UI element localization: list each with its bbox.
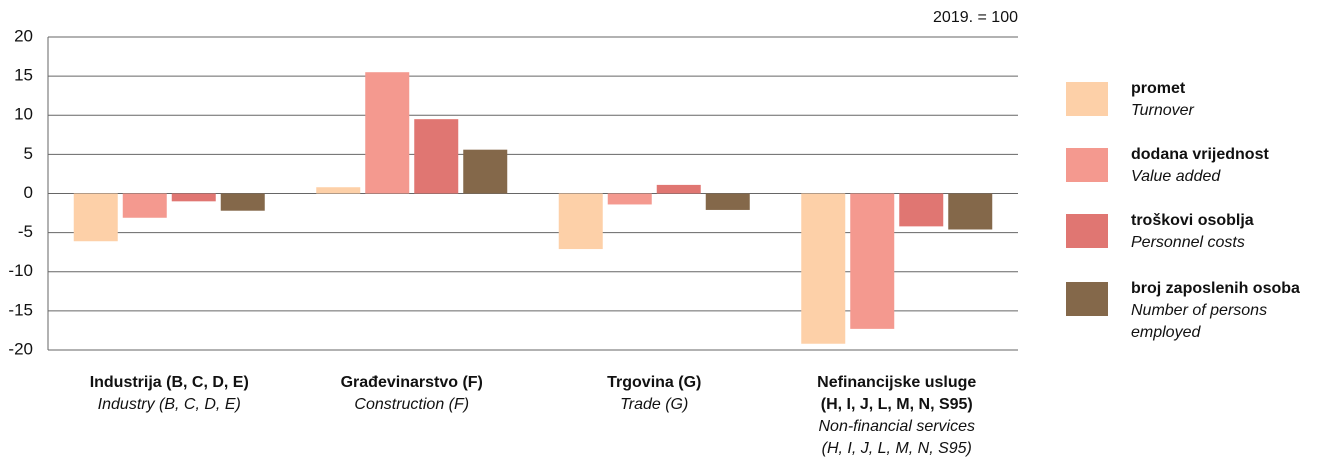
x-tick-label: Industrija (B, C, D, E) — [90, 374, 249, 391]
y-tick-label: 15 — [14, 66, 33, 85]
bar — [365, 72, 410, 194]
x-tick-label-en: Trade (G) — [620, 396, 688, 413]
y-tick-label: -20 — [8, 339, 33, 358]
legend-text: promet Turnover — [1131, 78, 1321, 122]
x-tick-label-en: Industry (B, C, D, E) — [98, 396, 241, 413]
y-tick-label: 5 — [24, 144, 33, 163]
bar — [73, 193, 118, 242]
legend-label: broj zaposlenih osoba — [1131, 280, 1300, 297]
bar — [656, 184, 701, 194]
x-tick-label-en: Non-financial services — [818, 418, 975, 435]
y-tick-label: -5 — [18, 222, 33, 241]
annotation: 2019. = 100 — [933, 9, 1018, 26]
x-tick-label-en: (H, I, J, L, M, N, S95) — [822, 440, 972, 457]
legend-item: promet Turnover — [1066, 80, 1316, 142]
x-tick-label: Građevinarstvo (F) — [341, 374, 483, 391]
bar — [463, 149, 508, 194]
legend-item: broj zaposlenih osoba Number of persons e… — [1066, 280, 1316, 342]
bar — [850, 193, 895, 329]
legend-swatch — [1066, 82, 1108, 116]
legend-text: troškovi osoblja Personnel costs — [1131, 210, 1321, 254]
legend-label-en: Value added — [1131, 168, 1221, 185]
legend-swatch — [1066, 214, 1108, 248]
legend-label-en: Number of persons employed — [1131, 302, 1268, 341]
legend-item: troškovi osoblja Personnel costs — [1066, 212, 1316, 274]
x-tick-label: Trgovina (G) — [607, 374, 701, 391]
legend-label: dodana vrijednost — [1131, 146, 1269, 163]
legend-label-en: Personnel costs — [1131, 234, 1245, 251]
legend-label: troškovi osoblja — [1131, 212, 1254, 229]
legend-item: dodana vrijednost Value added — [1066, 146, 1316, 208]
bar — [220, 193, 265, 211]
bar — [607, 193, 652, 205]
legend-swatch — [1066, 148, 1108, 182]
y-tick-label: 20 — [14, 26, 33, 45]
bar — [899, 193, 944, 227]
bar — [558, 193, 603, 250]
x-tick-label: (H, I, J, L, M, N, S95) — [821, 396, 973, 413]
x-tick-label: Nefinancijske usluge — [817, 374, 976, 391]
legend-swatch — [1066, 282, 1108, 316]
bar — [316, 187, 361, 194]
y-tick-label: -10 — [8, 261, 33, 280]
legend-label: promet — [1131, 80, 1186, 97]
bar — [414, 119, 459, 194]
y-tick-label: 10 — [14, 105, 33, 124]
y-tick-label: -15 — [8, 300, 33, 319]
bar — [948, 193, 993, 230]
bar — [801, 193, 846, 344]
x-tick-label-en: Construction (F) — [354, 396, 469, 413]
legend-text: dodana vrijednost Value added — [1131, 144, 1321, 188]
legend-text: broj zaposlenih osoba Number of persons e… — [1131, 278, 1321, 344]
bar — [705, 193, 750, 210]
y-tick-label: 0 — [24, 183, 33, 202]
bar — [122, 193, 167, 218]
legend-label-en: Turnover — [1131, 102, 1194, 119]
bar — [171, 193, 216, 202]
